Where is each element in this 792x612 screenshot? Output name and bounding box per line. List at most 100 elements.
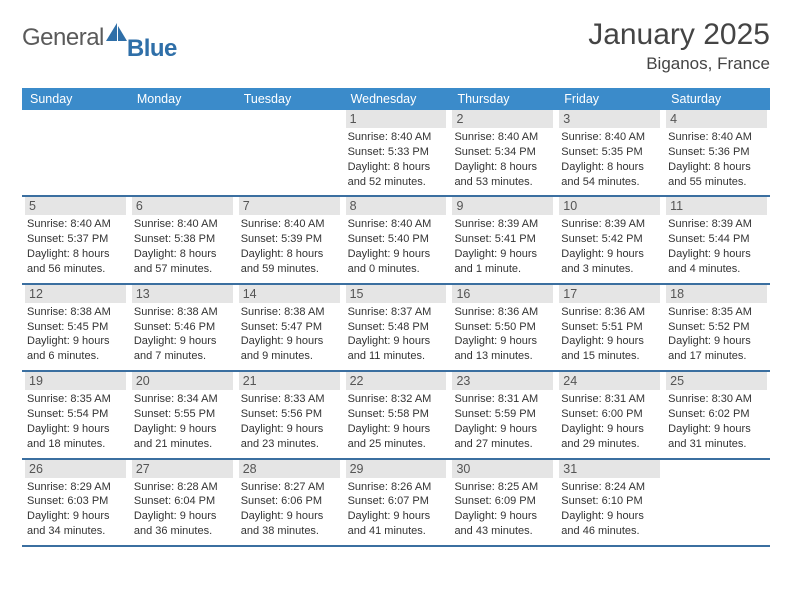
sunrise-text: Sunrise: 8:32 AM (346, 392, 447, 407)
day-number: 27 (132, 460, 233, 478)
sunrise-text: Sunrise: 8:40 AM (132, 217, 233, 232)
sunrise-text: Sunrise: 8:40 AM (25, 217, 126, 232)
sunset-text: Sunset: 6:06 PM (239, 494, 340, 509)
calendar-cell: 26Sunrise: 8:29 AMSunset: 6:03 PMDayligh… (22, 460, 129, 545)
day-number: 25 (666, 372, 767, 390)
day-number: 7 (239, 197, 340, 215)
page-location: Biganos, France (588, 54, 770, 74)
calendar-cell: 17Sunrise: 8:36 AMSunset: 5:51 PMDayligh… (556, 285, 663, 370)
calendar-week: 5Sunrise: 8:40 AMSunset: 5:37 PMDaylight… (22, 197, 770, 284)
sunset-text: Sunset: 5:55 PM (132, 407, 233, 422)
calendar-week: 12Sunrise: 8:38 AMSunset: 5:45 PMDayligh… (22, 285, 770, 372)
sunrise-text: Sunrise: 8:40 AM (346, 217, 447, 232)
daylight-text: Daylight: 9 hours and 0 minutes. (346, 247, 447, 277)
calendar-cell: 19Sunrise: 8:35 AMSunset: 5:54 PMDayligh… (22, 372, 129, 457)
sunset-text: Sunset: 5:39 PM (239, 232, 340, 247)
day-number: 30 (452, 460, 553, 478)
daylight-text: Daylight: 9 hours and 36 minutes. (132, 509, 233, 539)
daylight-text: Daylight: 9 hours and 6 minutes. (25, 334, 126, 364)
sunrise-text: Sunrise: 8:40 AM (666, 130, 767, 145)
sunset-text: Sunset: 6:09 PM (452, 494, 553, 509)
calendar-cell: 3Sunrise: 8:40 AMSunset: 5:35 PMDaylight… (556, 110, 663, 195)
sunrise-text: Sunrise: 8:36 AM (559, 305, 660, 320)
sunrise-text: Sunrise: 8:36 AM (452, 305, 553, 320)
sunrise-text: Sunrise: 8:40 AM (239, 217, 340, 232)
day-number: 8 (346, 197, 447, 215)
daylight-text: Daylight: 9 hours and 15 minutes. (559, 334, 660, 364)
daylight-text: Daylight: 8 hours and 54 minutes. (559, 160, 660, 190)
sunrise-text: Sunrise: 8:40 AM (559, 130, 660, 145)
sunset-text: Sunset: 5:33 PM (346, 145, 447, 160)
daylight-text: Daylight: 9 hours and 34 minutes. (25, 509, 126, 539)
daylight-text: Daylight: 9 hours and 11 minutes. (346, 334, 447, 364)
calendar-cell: 21 Sunrise: 8:33 AMSunset: 5:56 PMDayligh… (236, 372, 343, 457)
sunset-text: Sunset: 5:36 PM (666, 145, 767, 160)
calendar-week: 19Sunrise: 8:35 AMSunset: 5:54 PMDayligh… (22, 372, 770, 459)
calendar-week: 1Sunrise: 8:40 AMSunset: 5:33 PMDaylight… (22, 110, 770, 197)
day-number: 1 (346, 110, 447, 128)
sunrise-text: Sunrise: 8:38 AM (25, 305, 126, 320)
dayhead-sun: Sunday (22, 88, 129, 110)
day-number: 31 (559, 460, 660, 478)
sunset-text: Sunset: 5:38 PM (132, 232, 233, 247)
title-block: January 2025 Biganos, France (588, 18, 770, 74)
daylight-text: Daylight: 9 hours and 46 minutes. (559, 509, 660, 539)
calendar-cell: 4Sunrise: 8:40 AMSunset: 5:36 PMDaylight… (663, 110, 770, 195)
dayhead-wed: Wednesday (343, 88, 450, 110)
calendar-body: 1Sunrise: 8:40 AMSunset: 5:33 PMDaylight… (22, 110, 770, 547)
daylight-text: Daylight: 9 hours and 23 minutes. (239, 422, 340, 452)
logo-text-blue: Blue (127, 35, 177, 63)
calendar-header-row: Sunday Monday Tuesday Wednesday Thursday… (22, 88, 770, 110)
calendar-cell (663, 460, 770, 545)
sunrise-text: Sunrise: 8:27 AM (239, 480, 340, 495)
sunset-text: Sunset: 5:40 PM (346, 232, 447, 247)
sunrise-text: Sunrise: 8:24 AM (559, 480, 660, 495)
calendar-cell: 10Sunrise: 8:39 AMSunset: 5:42 PMDayligh… (556, 197, 663, 282)
day-number: 12 (25, 285, 126, 303)
calendar-cell (236, 110, 343, 195)
calendar-cell: 24Sunrise: 8:31 AMSunset: 6:00 PMDayligh… (556, 372, 663, 457)
daylight-text: Daylight: 9 hours and 7 minutes. (132, 334, 233, 364)
sunrise-text: Sunrise: 8:31 AM (559, 392, 660, 407)
day-number: 23 (452, 372, 553, 390)
sunrise-text: Sunrise: 8:33 AM (239, 392, 340, 407)
daylight-text: Daylight: 9 hours and 4 minutes. (666, 247, 767, 277)
calendar-cell: 5Sunrise: 8:40 AMSunset: 5:37 PMDaylight… (22, 197, 129, 282)
daylight-text: Daylight: 9 hours and 3 minutes. (559, 247, 660, 277)
sunset-text: Sunset: 5:34 PM (452, 145, 553, 160)
calendar-cell: 15Sunrise: 8:37 AMSunset: 5:48 PMDayligh… (343, 285, 450, 370)
sunrise-text: Sunrise: 8:40 AM (346, 130, 447, 145)
sunset-text: Sunset: 5:47 PM (239, 320, 340, 335)
sunrise-text: Sunrise: 8:39 AM (559, 217, 660, 232)
calendar-cell: 18Sunrise: 8:35 AMSunset: 5:52 PMDayligh… (663, 285, 770, 370)
sunset-text: Sunset: 5:46 PM (132, 320, 233, 335)
day-number: 21 (239, 372, 340, 390)
sunrise-text: Sunrise: 8:35 AM (25, 392, 126, 407)
sunset-text: Sunset: 5:56 PM (239, 407, 340, 422)
day-number: 15 (346, 285, 447, 303)
daylight-text: Daylight: 8 hours and 56 minutes. (25, 247, 126, 277)
calendar-cell (22, 110, 129, 195)
sunset-text: Sunset: 5:41 PM (452, 232, 553, 247)
calendar-cell: 14Sunrise: 8:38 AMSunset: 5:47 PMDayligh… (236, 285, 343, 370)
calendar-cell: 22Sunrise: 8:32 AMSunset: 5:58 PMDayligh… (343, 372, 450, 457)
day-number: 20 (132, 372, 233, 390)
logo: General Blue (22, 24, 177, 52)
sunset-text: Sunset: 6:00 PM (559, 407, 660, 422)
sunset-text: Sunset: 6:02 PM (666, 407, 767, 422)
calendar-cell: 28Sunrise: 8:27 AMSunset: 6:06 PMDayligh… (236, 460, 343, 545)
sunset-text: Sunset: 5:51 PM (559, 320, 660, 335)
day-number: 9 (452, 197, 553, 215)
daylight-text: Daylight: 9 hours and 9 minutes. (239, 334, 340, 364)
sail-icon (106, 23, 128, 41)
day-number: 11 (666, 197, 767, 215)
day-number: 4 (666, 110, 767, 128)
calendar-cell: 1Sunrise: 8:40 AMSunset: 5:33 PMDaylight… (343, 110, 450, 195)
daylight-text: Daylight: 9 hours and 25 minutes. (346, 422, 447, 452)
sunset-text: Sunset: 5:50 PM (452, 320, 553, 335)
day-number: 6 (132, 197, 233, 215)
daylight-text: Daylight: 9 hours and 21 minutes. (132, 422, 233, 452)
sunrise-text: Sunrise: 8:26 AM (346, 480, 447, 495)
calendar-cell: 13Sunrise: 8:38 AMSunset: 5:46 PMDayligh… (129, 285, 236, 370)
sunrise-text: Sunrise: 8:25 AM (452, 480, 553, 495)
